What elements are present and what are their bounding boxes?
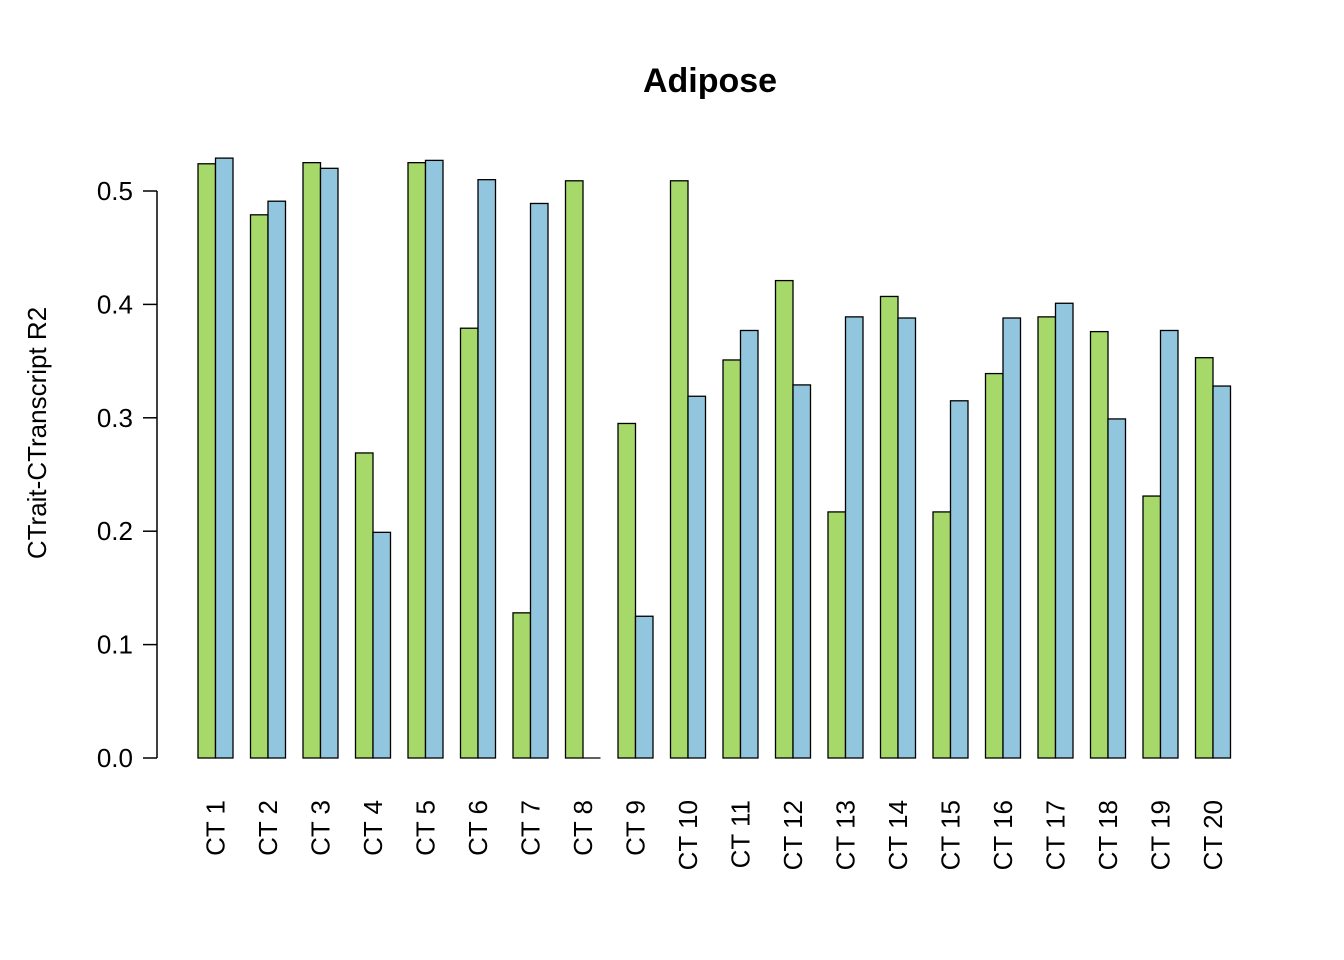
category-label: CT 3 (306, 800, 336, 856)
bar-series2-13 (844, 316, 864, 759)
category-labels: CT 1 CT 2 CT 3 CT 4 CT 5 CT 6 CT 7 CT 8 CT 9 CT 1… (201, 800, 1229, 870)
bar-series1-6 (459, 327, 479, 759)
category-label: CT 5 (411, 800, 441, 856)
bar-series2-12 (792, 384, 812, 759)
chart-title: Adipose (643, 62, 777, 100)
bar-series1-16 (984, 372, 1004, 759)
bar-series2-1 (214, 157, 234, 759)
category-label: CT 16 (988, 800, 1018, 870)
bars-group (197, 157, 1232, 759)
category-label: CT 14 (883, 800, 913, 870)
bar-series2-15 (949, 400, 969, 759)
bar-series1-8 (564, 180, 584, 759)
bar-series2-14 (897, 317, 917, 759)
category-label: CT 12 (778, 800, 808, 870)
y-tick-label: 0.4 (97, 289, 133, 319)
bar-series1-3 (302, 161, 322, 759)
bar-series2-19 (1159, 329, 1179, 759)
bar-series2-16 (1002, 317, 1022, 759)
bar-series2-10 (687, 395, 707, 759)
bar-series1-2 (249, 214, 269, 759)
category-label: CT 18 (1093, 800, 1123, 870)
category-label: CT 17 (1041, 800, 1071, 870)
category-label: CT 1 (201, 800, 231, 856)
bar-series2-6 (477, 179, 497, 759)
category-label: CT 10 (673, 800, 703, 870)
bar-series2-17 (1054, 302, 1074, 759)
y-tick-label: 0.1 (97, 630, 133, 660)
bar-series1-14 (879, 295, 899, 759)
bar-series1-9 (617, 422, 637, 759)
category-label: CT 11 (726, 800, 756, 868)
bar-series2-7 (529, 202, 549, 759)
y-tick-label: 0.2 (97, 516, 133, 546)
bar-series1-1 (197, 163, 217, 759)
bar-series1-15 (932, 511, 952, 759)
bar-series1-10 (669, 180, 689, 759)
bar-series2-20 (1212, 385, 1232, 759)
category-label: CT 2 (253, 800, 283, 856)
bar-series2-2 (267, 200, 287, 759)
y-tick-label: 0.3 (97, 403, 133, 433)
category-label: CT 6 (463, 800, 493, 856)
y-axis: 0.0 0.1 0.2 0.3 0.4 0.5 (97, 176, 158, 773)
bar-series1-4 (354, 452, 374, 759)
category-label: CT 7 (516, 800, 546, 856)
category-label: CT 13 (831, 800, 861, 870)
bar-series2-11 (739, 329, 759, 759)
category-label: CT 15 (936, 800, 966, 870)
bar-series2-3 (319, 167, 339, 759)
category-label: CT 9 (621, 800, 651, 856)
bar-series1-19 (1142, 495, 1162, 759)
bar-series1-12 (774, 279, 794, 759)
category-label: CT 8 (568, 800, 598, 856)
bar-series1-18 (1089, 330, 1109, 759)
category-label: CT 19 (1146, 800, 1176, 870)
bar-series2-5 (424, 159, 444, 759)
bar-series1-17 (1037, 316, 1057, 759)
bar-series2-4 (372, 531, 392, 759)
y-tick-label: 0.5 (97, 176, 133, 206)
bar-series1-20 (1194, 357, 1214, 759)
bar-series1-5 (407, 161, 427, 759)
bar-series2-18 (1107, 418, 1127, 759)
bar-series1-11 (722, 359, 742, 759)
category-label: CT 4 (358, 800, 388, 856)
category-label: CT 20 (1198, 800, 1228, 870)
y-tick-label: 0.0 (97, 743, 133, 773)
y-axis-label: CTrait-CTranscript R2 (22, 307, 52, 559)
bar-series1-7 (512, 612, 532, 759)
bar-series2-9 (634, 615, 654, 759)
bar-series1-13 (827, 511, 847, 759)
